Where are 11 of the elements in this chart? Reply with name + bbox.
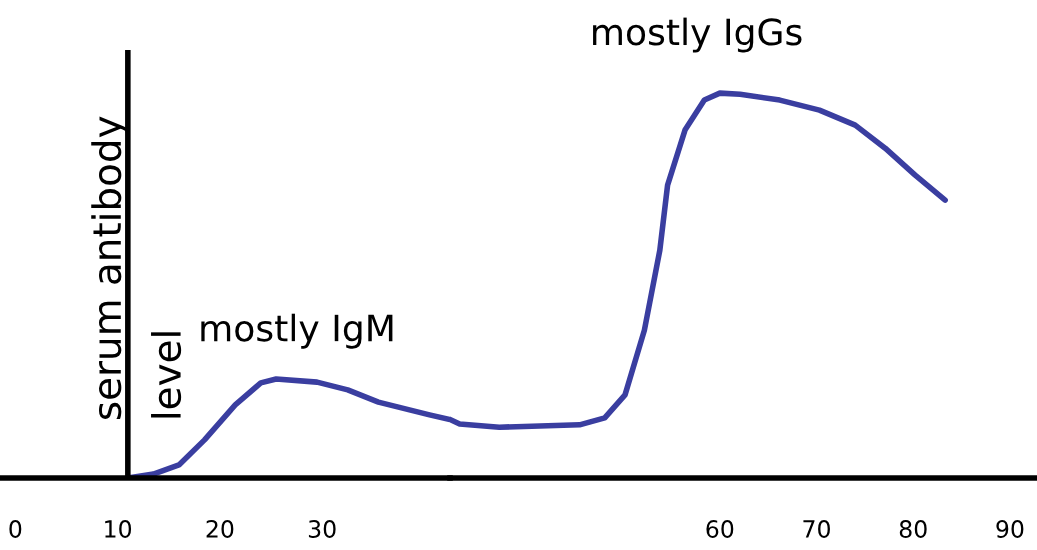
x-tick-label: 30 [308, 520, 336, 538]
x-tick-label: 10 [105, 520, 132, 538]
y-axis-title: serum antibody level [91, 116, 182, 420]
x-tick-label: 80 [899, 520, 927, 538]
text: mostly IgGs [593, 17, 802, 53]
x-tick-label: 60 [706, 520, 734, 538]
x-tick-label: 70 [803, 520, 830, 538]
text: mostly IgM [201, 313, 393, 349]
x-tick-label: 20 [206, 520, 234, 538]
x-tick-label: 90 [996, 520, 1024, 538]
x-tick-label: 0 [9, 520, 22, 538]
